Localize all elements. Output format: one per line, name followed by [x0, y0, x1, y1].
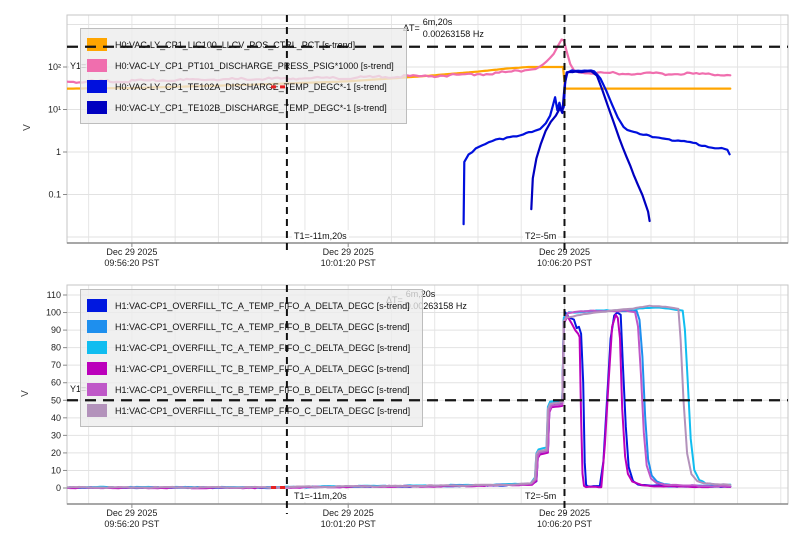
y-tick-label: 70 — [51, 360, 61, 370]
x-tick-label: Dec 29 2025 10:01:20 PST — [320, 247, 376, 268]
legend-item[interactable]: H1:VAC-CP1_OVERFILL_TC_B_TEMP_FIFO_A_DEL… — [87, 358, 410, 379]
y-tick-label: 10 — [51, 465, 61, 475]
legend-label: H1:VAC-CP1_OVERFILL_TC_B_TEMP_FIFO_C_DEL… — [115, 405, 411, 416]
y-tick-label: 50 — [51, 395, 61, 405]
bottom-cursor-t1-label[interactable]: T1=-11m,20s — [292, 490, 349, 502]
x-tick-label: Dec 29 2025 10:01:20 PST — [320, 508, 376, 529]
y-tick-label: 40 — [51, 413, 61, 423]
y-tick-label: 10¹ — [48, 105, 61, 115]
top-delta-t-frequency: 0.00263158 Hz — [422, 29, 484, 39]
bottom-delta-t-frequency: 0.00263158 Hz — [405, 301, 467, 311]
legend-swatch — [87, 101, 107, 114]
x-tick-label: Dec 29 2025 10:06:20 PST — [536, 247, 593, 268]
series-line-2 — [462, 69, 731, 226]
top-delta-t-annotation: ΔT= 6m,20s 0.00263158 Hz — [403, 16, 484, 40]
legend-swatch — [87, 362, 107, 375]
legend-label: H0:VAC-LY_CP1_TE102A_DISCHARGE_TEMP_DEGC… — [115, 81, 387, 92]
top-cursor-t2-label[interactable]: T2=-5m — [523, 230, 559, 242]
legend-item[interactable]: H1:VAC-CP1_OVERFILL_TC_B_TEMP_FIFO_C_DEL… — [87, 400, 410, 421]
legend-item[interactable]: H0:VAC-LY_CP1_PT101_DISCHARGE_PRESS_PSIG… — [87, 55, 394, 76]
legend-label: H0:VAC-LY_CP1_TE102B_DISCHARGE_TEMP_DEGC… — [115, 102, 387, 113]
legend-swatch — [87, 80, 107, 93]
legend-label: H1:VAC-CP1_OVERFILL_TC_B_TEMP_FIFO_A_DEL… — [115, 363, 410, 374]
legend-label: H1:VAC-CP1_OVERFILL_TC_B_TEMP_FIFO_B_DEL… — [115, 384, 410, 395]
y-tick-label: 90 — [51, 325, 61, 335]
y-tick-label: 20 — [51, 448, 61, 458]
y-tick-label: 1 — [56, 147, 61, 157]
y-tick-label: 110 — [47, 290, 61, 300]
top-cursor-t1-label[interactable]: T1=-11m,20s — [292, 230, 349, 242]
bottom-legend: H1:VAC-CP1_OVERFILL_TC_A_TEMP_FIFO_A_DEL… — [80, 289, 424, 427]
legend-swatch — [87, 59, 107, 72]
y-tick-label: 30 — [51, 430, 61, 440]
y-tick-label: 10² — [48, 62, 61, 72]
top-delta-t-duration: 6m,20s — [422, 17, 453, 27]
y-tick-label: 80 — [51, 343, 61, 353]
legend-item[interactable]: H1:VAC-CP1_OVERFILL_TC_B_TEMP_FIFO_B_DEL… — [87, 379, 410, 400]
legend-swatch — [87, 404, 107, 417]
x-tick-label: Dec 29 2025 10:06:20 PST — [536, 508, 593, 529]
legend-swatch — [87, 38, 107, 51]
y-tick-label: 60 — [51, 378, 61, 388]
bottom-cursor-t2-label[interactable]: T2=-5m — [523, 490, 559, 502]
series-line-5 — [67, 304, 732, 489]
legend-swatch — [87, 383, 107, 396]
y-tick-label: 100 — [46, 308, 61, 318]
bottom-y-axis-label: V — [19, 390, 31, 397]
top-legend: H0:VAC-LY_CP1_LIC100_LLCV_POS_CTRL_PCT [… — [80, 28, 407, 124]
legend-item[interactable]: H1:VAC-CP1_OVERFILL_TC_A_TEMP_FIFO_A_DEL… — [87, 295, 410, 316]
legend-item[interactable]: H1:VAC-CP1_OVERFILL_TC_A_TEMP_FIFO_C_DEL… — [87, 337, 410, 358]
x-tick-label: Dec 29 2025 09:56:20 PST — [104, 508, 160, 529]
legend-item[interactable]: H0:VAC-LY_CP1_TE102B_DISCHARGE_TEMP_DEGC… — [87, 97, 394, 118]
legend-swatch — [87, 320, 107, 333]
legend-label: H1:VAC-CP1_OVERFILL_TC_A_TEMP_FIFO_C_DEL… — [115, 342, 411, 353]
legend-swatch — [87, 341, 107, 354]
y-tick-label: 0.1 — [48, 190, 61, 200]
x-tick-label: Dec 29 2025 09:56:20 PST — [104, 247, 160, 268]
series-line-3 — [530, 70, 651, 223]
legend-label: H1:VAC-CP1_OVERFILL_TC_A_TEMP_FIFO_B_DEL… — [115, 321, 410, 332]
y-tick-label: 0 — [56, 483, 61, 493]
legend-label: H0:VAC-LY_CP1_PT101_DISCHARGE_PRESS_PSIG… — [115, 60, 394, 71]
legend-item[interactable]: H1:VAC-CP1_OVERFILL_TC_A_TEMP_FIFO_B_DEL… — [87, 316, 410, 337]
legend-label: H0:VAC-LY_CP1_LIC100_LLCV_POS_CTRL_PCT [… — [115, 39, 356, 50]
legend-swatch — [87, 299, 107, 312]
legend-item[interactable]: H0:VAC-LY_CP1_LIC100_LLCV_POS_CTRL_PCT [… — [87, 34, 394, 55]
legend-label: H1:VAC-CP1_OVERFILL_TC_A_TEMP_FIFO_A_DEL… — [115, 300, 410, 311]
top-y-axis-label: V — [21, 124, 33, 131]
legend-item[interactable]: H0:VAC-LY_CP1_TE102A_DISCHARGE_TEMP_DEGC… — [87, 76, 394, 97]
top-delta-t-prefix: ΔT= — [403, 23, 420, 33]
